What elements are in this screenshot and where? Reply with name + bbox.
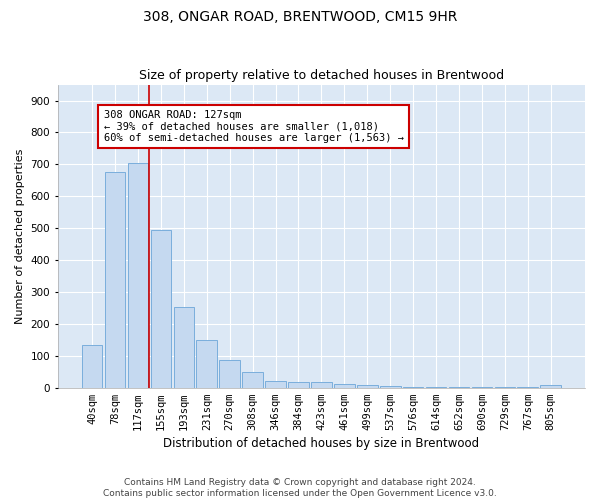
Bar [380,386,401,388]
Title: Size of property relative to detached houses in Brentwood: Size of property relative to detached ho… [139,69,504,82]
Bar [82,344,103,388]
Bar [128,162,148,388]
Bar [541,384,561,388]
Bar [334,384,355,388]
Bar [426,387,446,388]
Bar [311,382,332,388]
Bar [403,386,424,388]
Text: 308, ONGAR ROAD, BRENTWOOD, CM15 9HR: 308, ONGAR ROAD, BRENTWOOD, CM15 9HR [143,10,457,24]
X-axis label: Distribution of detached houses by size in Brentwood: Distribution of detached houses by size … [163,437,479,450]
Text: Contains HM Land Registry data © Crown copyright and database right 2024.
Contai: Contains HM Land Registry data © Crown c… [103,478,497,498]
Bar [288,382,309,388]
Bar [220,360,240,388]
Bar [357,384,377,388]
Bar [265,380,286,388]
Bar [151,230,171,388]
Bar [173,307,194,388]
Bar [242,372,263,388]
Bar [196,340,217,388]
Y-axis label: Number of detached properties: Number of detached properties [15,148,25,324]
Text: 308 ONGAR ROAD: 127sqm
← 39% of detached houses are smaller (1,018)
60% of semi-: 308 ONGAR ROAD: 127sqm ← 39% of detached… [104,110,404,144]
Bar [105,172,125,388]
